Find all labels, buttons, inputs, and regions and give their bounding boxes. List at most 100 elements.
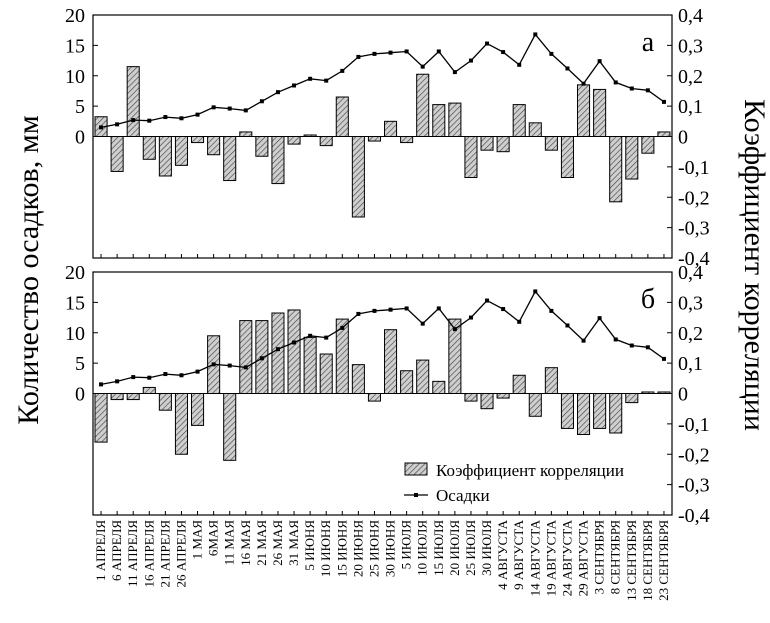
y-tick-label: 10: [65, 323, 85, 345]
y2-tick-label: -0,2: [678, 187, 710, 209]
precip-point: [356, 311, 361, 316]
precip-point: [661, 99, 666, 104]
precip-point: [420, 321, 425, 326]
y-tick-label: 15: [65, 292, 85, 314]
precip-point: [468, 315, 473, 320]
precip-point: [613, 337, 618, 342]
correlation-bar: [464, 393, 478, 402]
precip-point: [517, 319, 522, 324]
precip-point: [485, 298, 490, 303]
correlation-bar: [142, 136, 156, 160]
precip-point: [324, 335, 329, 340]
correlation-bar: [351, 364, 365, 394]
precip-point: [131, 118, 136, 123]
x-tick-label: 30 ИЮНЯ: [383, 520, 398, 577]
x-tick-label: 5 ИЮНЯ: [302, 520, 317, 571]
correlation-bar: [593, 88, 607, 137]
panel-label: б: [641, 284, 655, 315]
precip-point: [227, 106, 232, 111]
x-tick-label: 23 СЕНТЯБРЯ: [656, 520, 671, 601]
precip-point: [227, 363, 232, 368]
correlation-bar: [384, 329, 398, 394]
precip-point: [324, 78, 329, 83]
y2-tick-label: -0,1: [678, 414, 710, 436]
legend-swatch-marker: [414, 493, 418, 497]
correlation-bar: [367, 393, 381, 402]
precip-point: [163, 372, 168, 377]
x-tick-label: 21 АПРЕЛЯ: [157, 520, 172, 588]
panel-2: 0 5 10 15 20 0,4 0,3 0,2 0,1 0 -0,1 -0,2 -0,3 -0,4 б: [65, 262, 710, 527]
correlation-bar: [319, 136, 333, 147]
precip-point: [597, 59, 602, 64]
precip-point: [275, 347, 280, 352]
correlation-bar: [319, 353, 333, 395]
precip-point: [292, 83, 297, 88]
x-tick-label: 18 СЕНТЯБРЯ: [640, 520, 655, 601]
correlation-bar: [641, 391, 655, 395]
correlation-bar: [158, 393, 172, 411]
correlation-bar: [512, 104, 526, 137]
y-tick-label: 5: [75, 353, 85, 375]
y2-tick-label: 0,2: [678, 66, 703, 88]
correlation-bar: [544, 367, 558, 394]
correlation-bar: [110, 136, 124, 172]
precip-point: [549, 308, 554, 313]
precip-point: [485, 41, 490, 46]
precip-point: [404, 306, 409, 311]
precip-point: [340, 325, 345, 330]
precip-point: [372, 51, 377, 56]
y2-tick-label: 0,1: [678, 353, 703, 375]
correlation-bar: [191, 393, 205, 426]
correlation-bar: [191, 136, 205, 144]
correlation-bar: [641, 136, 655, 154]
correlation-bar: [207, 136, 221, 156]
precip-point: [420, 64, 425, 69]
precip-point: [388, 307, 393, 312]
correlation-bar: [158, 136, 172, 177]
y-tick-label: 20: [65, 262, 85, 284]
y2-tick-label: 0,3: [678, 35, 703, 57]
y2-axis-label: Коэффициент корреляции: [738, 99, 770, 431]
y2-tick-label: 0,3: [678, 292, 703, 314]
correlation-bar: [271, 312, 285, 395]
correlation-bar: [287, 136, 301, 145]
precip-point: [436, 49, 441, 54]
precip-point: [468, 58, 473, 63]
correlation-bar: [239, 320, 253, 395]
precip-point: [243, 365, 248, 370]
correlation-bar: [303, 336, 317, 394]
correlation-bar: [142, 386, 156, 394]
y2-tick-label: -0,4: [678, 505, 710, 527]
legend-swatch-bar: [404, 462, 428, 476]
x-tick-label: 19 АВГУСТА: [543, 519, 558, 596]
precip-point: [565, 66, 570, 71]
y-tick-label: 15: [65, 35, 85, 57]
correlation-bar: [448, 102, 462, 137]
precip-point: [501, 307, 506, 312]
precip-point: [308, 76, 313, 81]
correlation-bar: [480, 136, 494, 151]
correlation-bar: [384, 120, 398, 137]
precip-point: [115, 122, 120, 127]
correlation-bar: [560, 393, 574, 429]
x-tick-label: 5 ИЮЛЯ: [399, 520, 414, 570]
correlation-bar: [528, 122, 542, 138]
correlation-bar: [512, 374, 526, 394]
correlation-bar: [625, 393, 639, 404]
correlation-bar: [94, 393, 108, 443]
correlation-bar: [432, 380, 446, 395]
y2-tick-label: 0,1: [678, 96, 703, 118]
x-tick-label: 31 МАЯ: [286, 520, 301, 566]
correlation-bar: [174, 136, 188, 166]
precip-point: [372, 308, 377, 313]
precip-point: [99, 382, 104, 387]
x-tick-label: 1 АПРЕЛЯ: [93, 520, 108, 581]
x-tick-label: 3 СЕНТЯБРЯ: [592, 520, 607, 595]
correlation-bar: [560, 136, 574, 179]
precip-point: [517, 62, 522, 67]
correlation-bar: [223, 136, 237, 182]
y-tick-label: 5: [75, 96, 85, 118]
y2-tick-label: -0,4: [678, 248, 710, 270]
x-tick-label: 14 АВГУСТА: [527, 519, 542, 596]
precip-point: [195, 369, 200, 374]
